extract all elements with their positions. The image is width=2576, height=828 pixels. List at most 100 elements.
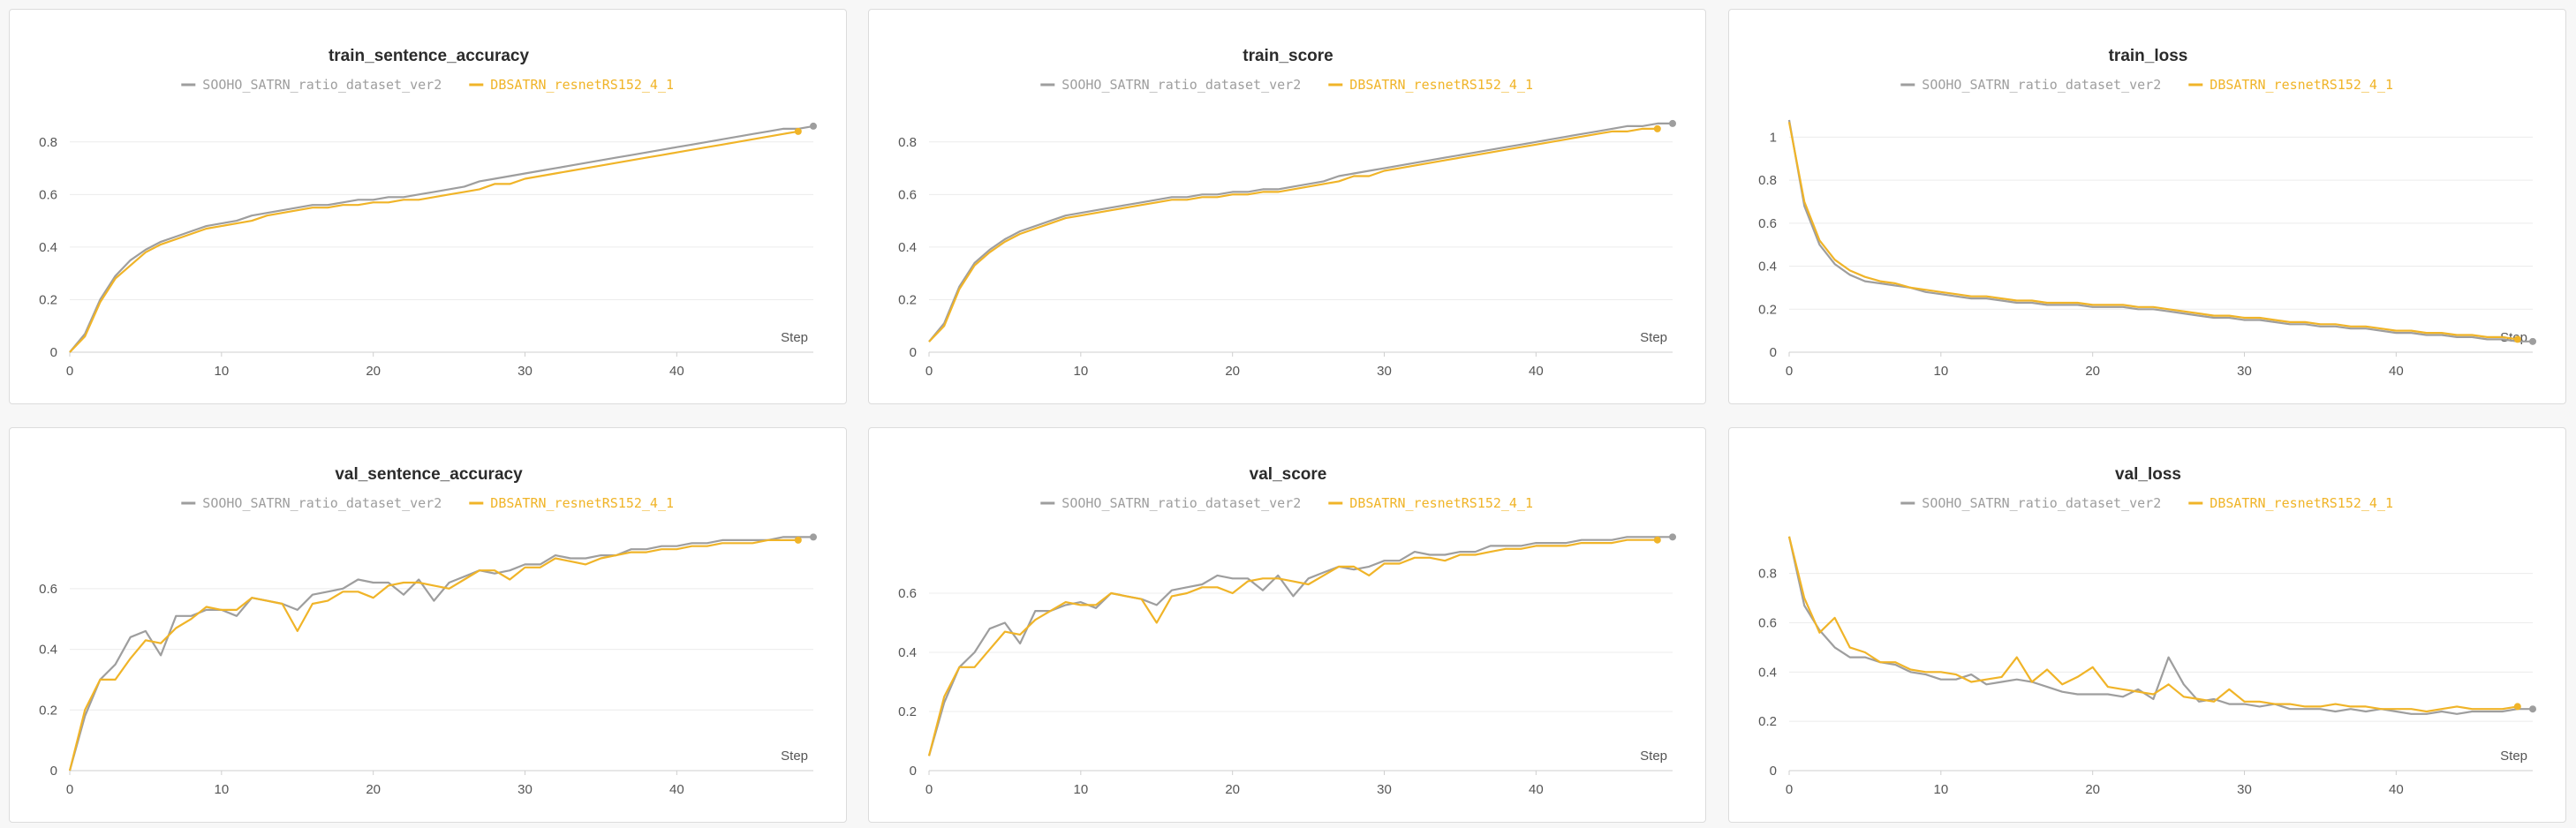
legend-label-2: DBSATRN_resnetRS152_4_1 xyxy=(490,495,674,511)
series-line-2 xyxy=(68,538,798,772)
series-line-2 xyxy=(69,130,798,353)
chart-legend: SOOHO_SATRN_ratio_dataset_ver2 DBSATRN_re… xyxy=(181,495,674,511)
chart-svg: val_score SOOHO_SATRN_ratio_dataset_ver2 D… xyxy=(898,465,1676,797)
y-tick-label: 0.6 xyxy=(39,582,57,597)
x-tick-label: 40 xyxy=(1529,782,1544,797)
y-tick-label: 0.2 xyxy=(1758,714,1777,729)
y-tick-label: 0.2 xyxy=(898,292,917,307)
x-tick-label: 10 xyxy=(214,364,229,379)
chart-legend: SOOHO_SATRN_ratio_dataset_ver2 DBSATRN_re… xyxy=(181,77,674,93)
y-tick-label: 0.8 xyxy=(1758,567,1777,582)
x-tick-label: 10 xyxy=(1073,782,1088,797)
y-tick-label: 0 xyxy=(910,345,917,360)
y-tick-label: 0.8 xyxy=(39,135,57,150)
x-tick-label: 20 xyxy=(366,782,381,797)
x-tick-label: 30 xyxy=(1377,364,1392,379)
series-line-2 xyxy=(1787,536,2518,713)
legend-label-1: SOOHO_SATRN_ratio_dataset_ver2 xyxy=(202,495,442,511)
series-line-1 xyxy=(1787,536,2533,715)
y-tick-label: 0.4 xyxy=(1758,260,1777,275)
x-tick-label: 0 xyxy=(66,782,73,797)
x-tick-label: 0 xyxy=(1786,782,1793,797)
x-axis-label: Step xyxy=(1640,330,1667,345)
series-end-point-2 xyxy=(2513,703,2521,711)
x-axis-label: Step xyxy=(1640,749,1667,764)
legend-label-2: DBSATRN_resnetRS152_4_1 xyxy=(1349,495,1533,511)
x-tick-label: 0 xyxy=(925,364,933,379)
y-tick-label: 0.4 xyxy=(39,240,57,255)
chart-title: train_score xyxy=(1243,47,1333,65)
series-end-point-2 xyxy=(1653,124,1661,132)
series-end-point-2 xyxy=(1653,536,1661,544)
series-line-2 xyxy=(927,538,1658,756)
y-tick-label: 1 xyxy=(1770,130,1777,145)
series-line-1 xyxy=(69,124,814,353)
y-tick-label: 0 xyxy=(1770,764,1777,779)
y-tick-label: 0.2 xyxy=(39,703,57,718)
x-tick-label: 30 xyxy=(517,782,533,797)
y-tick-label: 0 xyxy=(50,345,57,360)
x-tick-label: 10 xyxy=(1933,364,1948,379)
chart-title: val_sentence_accuracy xyxy=(335,465,523,484)
y-tick-label: 0 xyxy=(910,764,917,779)
chart-title: val_score xyxy=(1250,465,1327,484)
y-tick-label: 0.6 xyxy=(898,586,917,601)
y-tick-label: 0.6 xyxy=(898,187,917,202)
x-tick-label: 40 xyxy=(2389,364,2404,379)
x-tick-label: 10 xyxy=(214,782,229,797)
y-tick-label: 0.6 xyxy=(1758,216,1777,231)
x-axis-label: Step xyxy=(781,330,808,345)
series-line-2 xyxy=(928,127,1658,342)
chart-title: train_loss xyxy=(2109,47,2188,65)
x-tick-label: 20 xyxy=(1225,782,1240,797)
series-end-point-1 xyxy=(1669,533,1676,541)
y-tick-label: 0.4 xyxy=(898,645,917,660)
series-end-point-2 xyxy=(794,127,802,135)
x-tick-label: 20 xyxy=(2085,364,2100,379)
x-tick-label: 40 xyxy=(669,782,684,797)
legend-label-1: SOOHO_SATRN_ratio_dataset_ver2 xyxy=(1061,495,1301,511)
x-tick-label: 30 xyxy=(2237,364,2252,379)
legend-label-2: DBSATRN_resnetRS152_4_1 xyxy=(490,77,674,93)
series-line-1 xyxy=(68,536,813,772)
series-end-point-1 xyxy=(2529,337,2536,345)
series-line-1 xyxy=(927,536,1673,756)
chart-panel-train-score: train_score SOOHO_SATRN_ratio_dataset_ver… xyxy=(868,9,1706,404)
series-end-point-2 xyxy=(2513,335,2521,343)
legend-label-1: SOOHO_SATRN_ratio_dataset_ver2 xyxy=(202,77,442,93)
y-tick-label: 0 xyxy=(1770,345,1777,360)
chart-panel-train-loss: train_loss SOOHO_SATRN_ratio_dataset_ver2… xyxy=(1728,9,2566,404)
x-tick-label: 30 xyxy=(2237,782,2252,797)
chart-svg: val_sentence_accuracy SOOHO_SATRN_ratio_d… xyxy=(39,465,817,797)
series-end-point-1 xyxy=(810,533,817,541)
chart-title: train_sentence_accuracy xyxy=(329,47,530,65)
series-line-2 xyxy=(1787,122,2518,341)
x-tick-label: 40 xyxy=(2389,782,2404,797)
x-tick-label: 10 xyxy=(1073,364,1088,379)
legend-label-2: DBSATRN_resnetRS152_4_1 xyxy=(2210,77,2393,93)
y-tick-label: 0.6 xyxy=(39,187,57,202)
x-tick-label: 0 xyxy=(66,364,73,379)
y-tick-label: 0.2 xyxy=(39,292,57,307)
legend-label-2: DBSATRN_resnetRS152_4_1 xyxy=(1349,77,1533,93)
x-tick-label: 30 xyxy=(1377,782,1392,797)
chart-svg: train_loss SOOHO_SATRN_ratio_dataset_ver2… xyxy=(1758,47,2536,379)
series-end-point-1 xyxy=(810,122,817,130)
legend-label-1: SOOHO_SATRN_ratio_dataset_ver2 xyxy=(1922,77,2161,93)
x-tick-label: 10 xyxy=(1933,782,1948,797)
x-tick-label: 20 xyxy=(366,364,381,379)
series-end-point-1 xyxy=(1669,119,1676,127)
chart-title: val_loss xyxy=(2115,465,2181,484)
series-end-point-2 xyxy=(794,536,802,544)
legend-label-2: DBSATRN_resnetRS152_4_1 xyxy=(2210,495,2393,511)
series-end-point-1 xyxy=(2529,705,2536,713)
chart-svg: val_loss SOOHO_SATRN_ratio_dataset_ver2 DB… xyxy=(1758,465,2536,797)
x-tick-label: 40 xyxy=(1529,364,1544,379)
legend-label-1: SOOHO_SATRN_ratio_dataset_ver2 xyxy=(1061,77,1301,93)
x-axis-label: Step xyxy=(2500,749,2527,764)
legend-label-1: SOOHO_SATRN_ratio_dataset_ver2 xyxy=(1922,495,2161,511)
x-tick-label: 20 xyxy=(2085,782,2100,797)
chart-legend: SOOHO_SATRN_ratio_dataset_ver2 DBSATRN_re… xyxy=(1900,495,2393,511)
x-tick-label: 30 xyxy=(517,364,533,379)
x-axis-label: Step xyxy=(781,749,808,764)
